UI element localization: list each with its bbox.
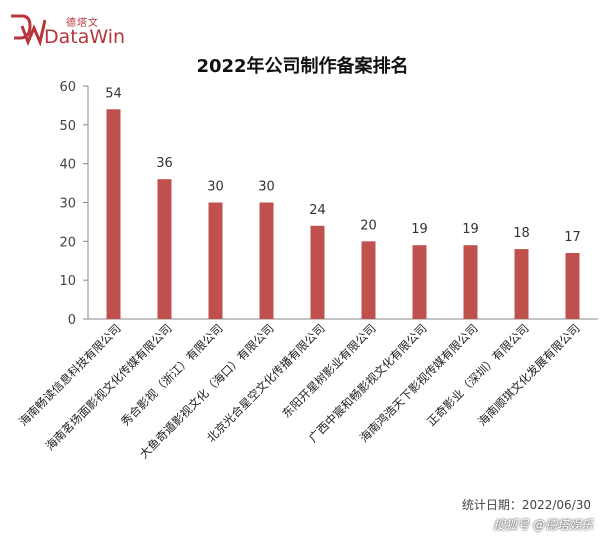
y-tick-label: 20 — [59, 235, 76, 250]
bar — [259, 202, 274, 319]
y-tick-label: 40 — [59, 158, 76, 173]
bar — [565, 252, 580, 319]
bar — [412, 245, 427, 319]
y-tick-label: 0 — [68, 313, 76, 328]
bar — [361, 241, 376, 319]
watermark: 搜狐号 @德塔娱乐 — [493, 518, 593, 532]
logo-english-text: DataWin — [44, 26, 126, 48]
x-tick-label: 东阳开星树影业有限公司 — [279, 321, 378, 420]
datawin-logo-icon — [11, 14, 46, 46]
bar — [463, 245, 478, 319]
statistics-date: 统计日期：2022/06/30 — [461, 498, 591, 512]
bar-value-label: 54 — [105, 86, 122, 101]
chart-title: 2022年公司制作备案排名 — [196, 56, 409, 77]
bar-value-label: 20 — [360, 218, 377, 233]
x-tick-label: 海南畅读信息科技有限公司 — [16, 321, 123, 428]
x-tick-label: 海南顺琪文化发展有限公司 — [475, 321, 582, 428]
bar — [106, 109, 121, 319]
bar-value-label: 17 — [564, 230, 581, 245]
bar-value-label: 18 — [513, 226, 530, 241]
bar-value-label: 30 — [207, 180, 224, 195]
bar-value-label: 19 — [411, 222, 428, 237]
logo-chinese-text: 德塔文 — [66, 18, 99, 29]
bar-value-label: 30 — [258, 180, 275, 195]
bar — [514, 249, 529, 319]
y-tick-label: 10 — [59, 274, 76, 289]
bar-value-label: 36 — [156, 156, 173, 171]
bar — [157, 179, 172, 319]
y-tick-label: 30 — [59, 197, 76, 212]
x-tick-label: 秀合影视（浙江）有限公司 — [118, 321, 225, 428]
y-tick-label: 50 — [59, 119, 76, 134]
bar — [208, 202, 223, 319]
y-tick-label: 60 — [59, 80, 76, 95]
bar — [310, 225, 325, 319]
bar-value-label: 19 — [462, 222, 479, 237]
datawin-logo: 德塔文 DataWin — [8, 10, 158, 50]
x-tick-label: 正奇影业（深圳）有限公司 — [424, 321, 531, 428]
bar-value-label: 24 — [309, 203, 326, 218]
